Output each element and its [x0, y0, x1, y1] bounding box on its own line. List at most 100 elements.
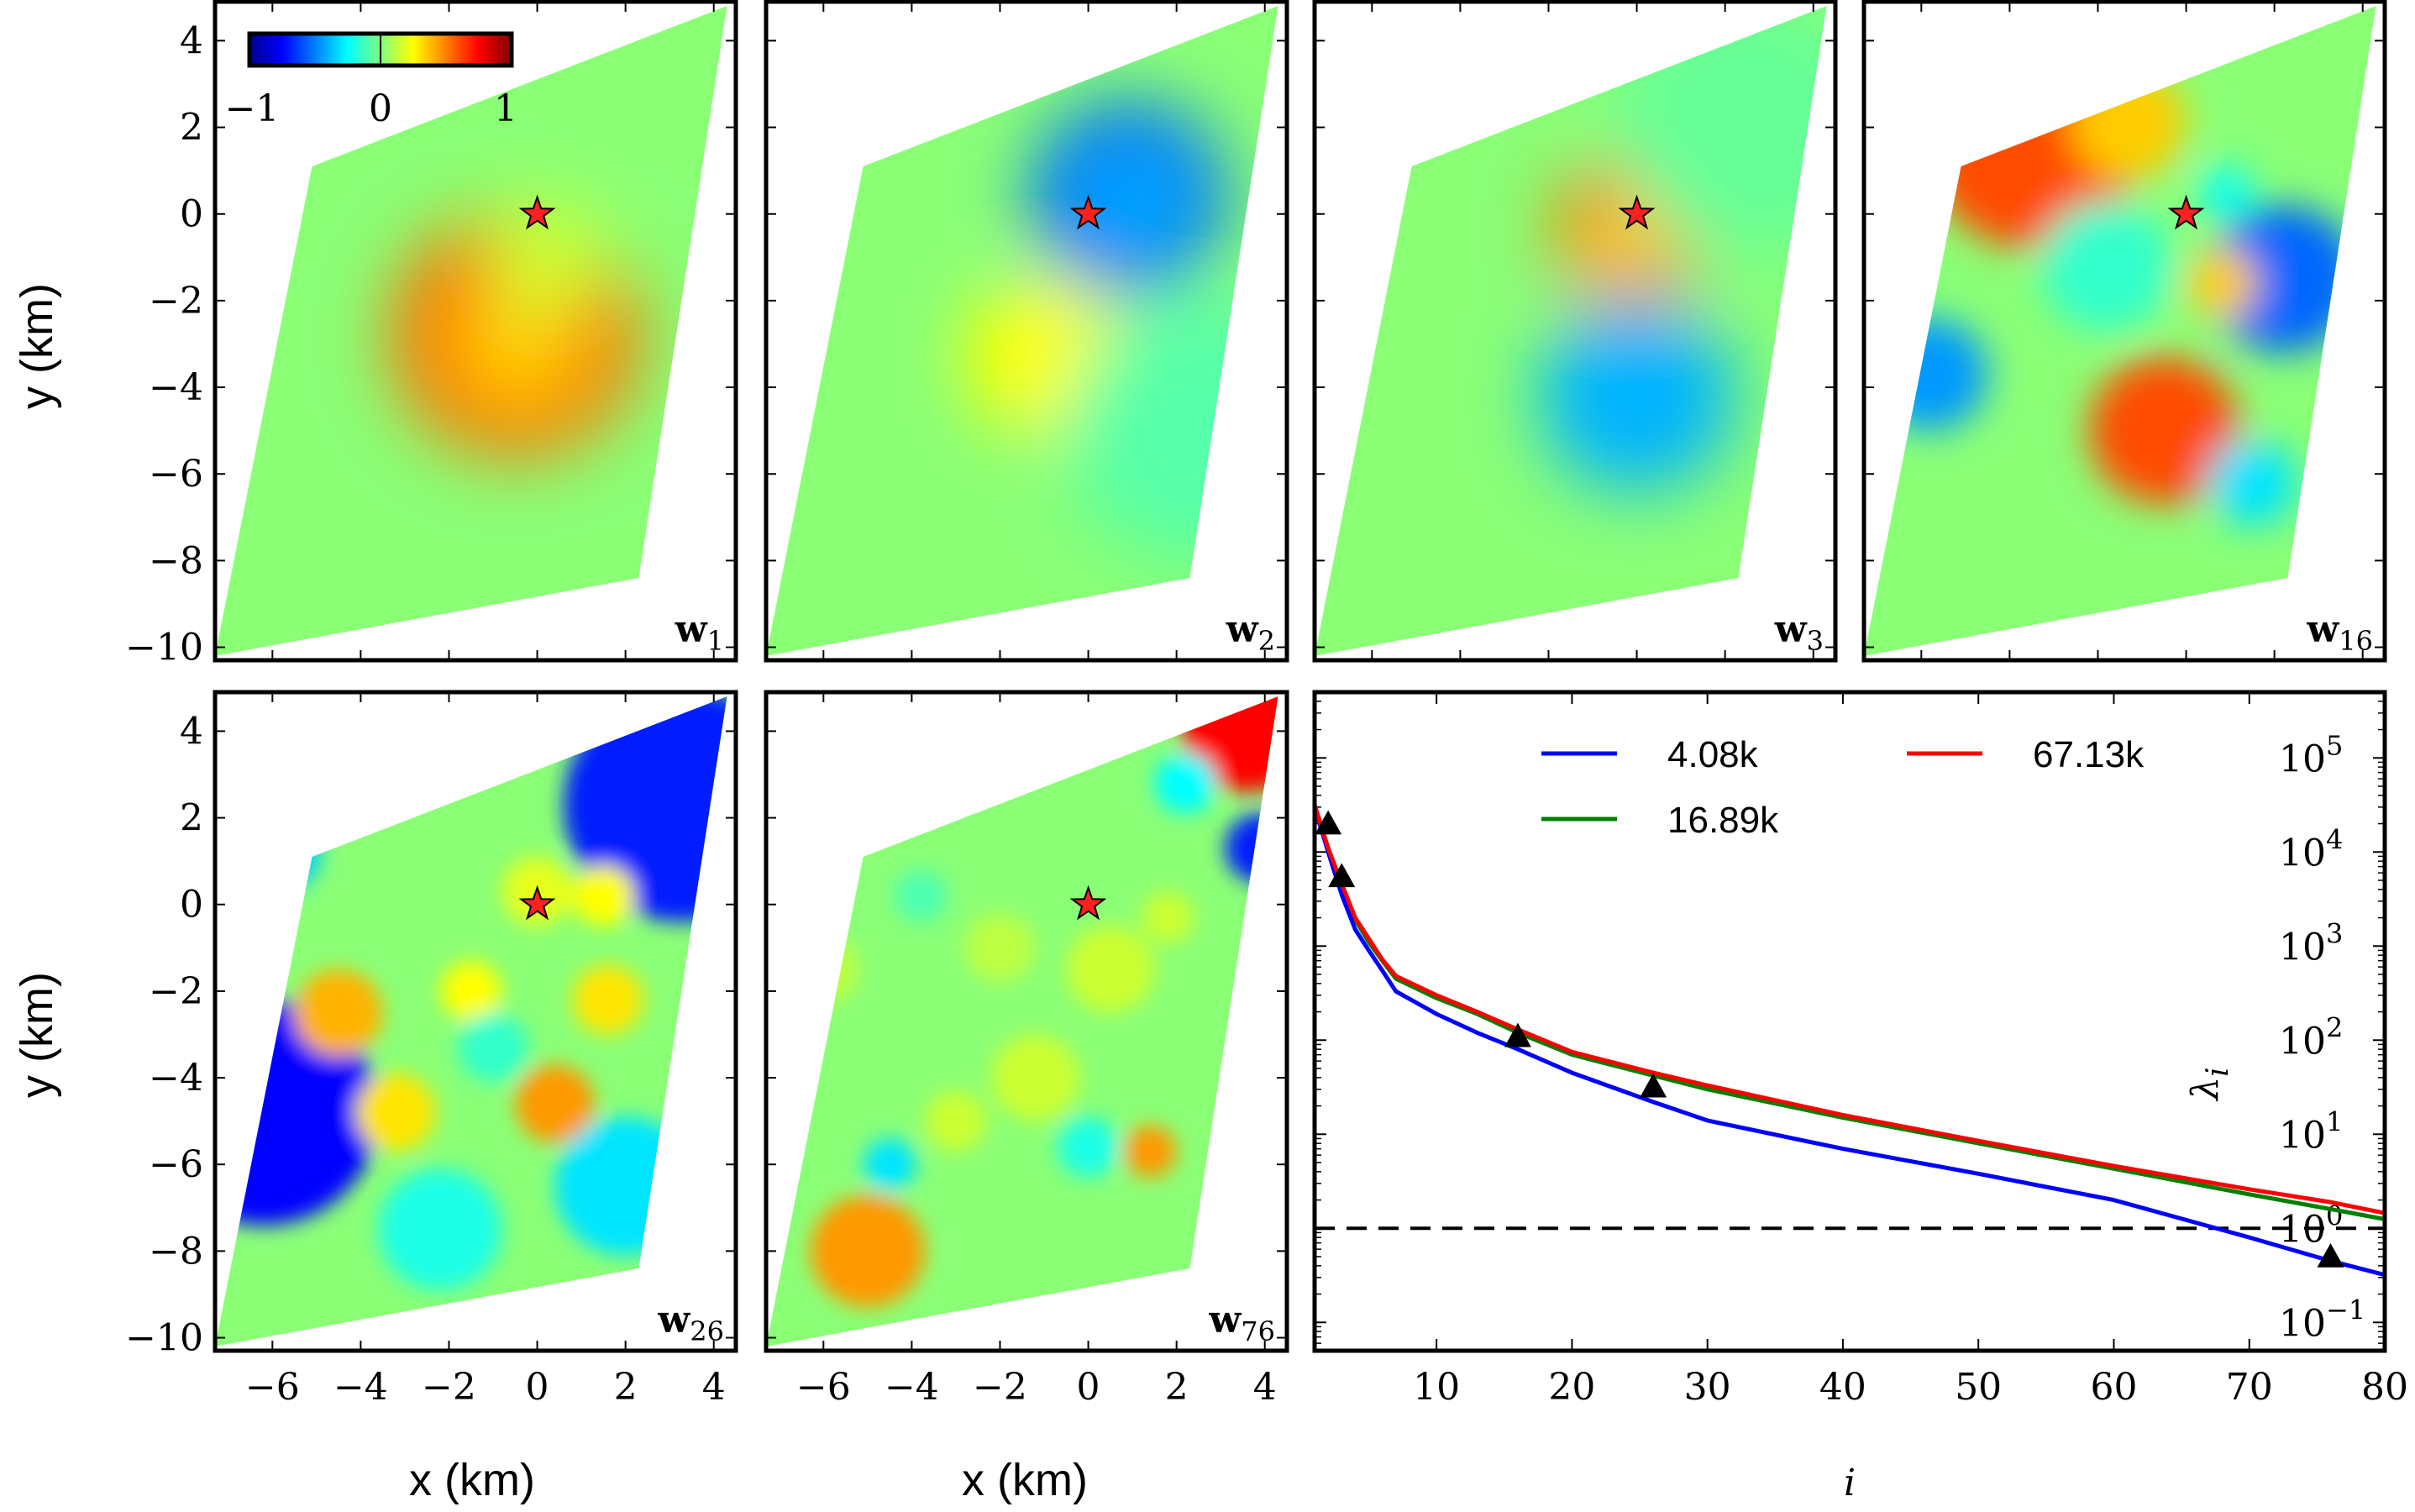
panel-label-w76: w76 — [1208, 1299, 1275, 1347]
x-tick-label: 70 — [2226, 1366, 2273, 1409]
field-anomaly — [2208, 205, 2359, 353]
panel-label-main: w — [1208, 1299, 1242, 1341]
field-anomaly — [1141, 891, 1194, 944]
field-anomaly — [2040, 201, 2173, 331]
y-tick-label: −4 — [149, 366, 203, 409]
colorbar: −1 0 1 — [225, 31, 517, 130]
field-w3 — [1315, 6, 1827, 656]
field-w76 — [766, 696, 1278, 1347]
field-anomaly — [1066, 300, 1278, 561]
field-w26 — [215, 696, 727, 1347]
y-tick-label: 4 — [180, 19, 203, 62]
y-tick-label: −10 — [125, 1317, 203, 1360]
y-tick-label: 105 — [2279, 729, 2343, 780]
x-tick-label: −6 — [796, 1366, 851, 1409]
y-tick-label: 0 — [180, 193, 203, 236]
y-tick-label: −10 — [125, 627, 203, 669]
field-anomaly — [488, 201, 604, 314]
eigen-marker — [2317, 1243, 2344, 1268]
x-tick-label: 50 — [1955, 1366, 2002, 1409]
map-panel-w2: w2 — [764, 0, 1289, 663]
y-tick-label: −4 — [149, 1057, 203, 1100]
x-tick-label: 40 — [1819, 1366, 1866, 1409]
chart-legend: 4.08k 16.89k 67.13k — [1541, 734, 2145, 841]
y-tick-label: 2 — [180, 797, 203, 840]
field-anomaly — [1123, 1125, 1177, 1178]
y-tick-label: 102 — [2279, 1011, 2343, 1063]
star-marker — [518, 885, 556, 921]
star-marker — [518, 194, 556, 230]
y-tick-label: −2 — [149, 970, 203, 1013]
field-anomaly — [863, 1138, 916, 1191]
panel-label-sub: 16 — [2339, 625, 2373, 657]
field-anomaly — [356, 1073, 436, 1152]
x-tick-label: −4 — [885, 1366, 939, 1409]
field-anomaly — [294, 969, 383, 1057]
panel-label-main: w — [2306, 608, 2339, 651]
star-marker — [1069, 194, 1107, 230]
field-anomaly — [2088, 356, 2239, 505]
field-anomaly — [572, 865, 635, 927]
field-anomaly — [894, 869, 948, 922]
panel-label-w3: w3 — [1774, 608, 1824, 657]
y-tick-label: 10−1 — [2279, 1294, 2365, 1345]
field-anomaly — [2071, 66, 2187, 180]
panel-label-main: w — [657, 1299, 690, 1341]
y-tick-label: −2 — [149, 280, 203, 323]
panel-label-sub: 26 — [690, 1315, 724, 1347]
x-tick-label: 4 — [1253, 1366, 1277, 1409]
y-tick-label: 0 — [180, 884, 203, 927]
field-anomaly — [810, 1194, 926, 1308]
field-anomaly — [554, 1116, 696, 1256]
colorbar-tick-label: 1 — [494, 87, 517, 130]
x-tick-label: 60 — [2090, 1366, 2137, 1409]
series-line-4.08k — [1315, 806, 2385, 1278]
legend-label: 67.13k — [2033, 734, 2145, 775]
field-anomaly — [1539, 300, 1735, 491]
y-axis-label-bottom: y (km) — [12, 972, 62, 1098]
map-panel-w16: w16 — [1861, 0, 2387, 663]
panel-label-w2: w2 — [1226, 608, 1275, 657]
panel-label-sub: 3 — [1807, 625, 1824, 657]
colorbar-tick-label: −1 — [225, 87, 280, 130]
chart-plot-area — [1315, 803, 2385, 1278]
panel-label-w16: w16 — [2306, 608, 2373, 657]
y-axis-label-top: y (km) — [12, 283, 62, 409]
x-tick-label: 80 — [2361, 1366, 2408, 1409]
field-anomaly — [925, 1090, 987, 1152]
panel-frame — [1861, 0, 2387, 663]
panel-label-sub: 2 — [1258, 625, 1275, 657]
legend-label: 4.08k — [1667, 734, 1759, 775]
panel-label-w1: w1 — [675, 608, 724, 657]
x-tick-label: −2 — [422, 1366, 476, 1409]
field-w16 — [1864, 6, 2376, 656]
eigen-marker — [1315, 810, 1342, 835]
y-tick-label: −8 — [149, 1230, 203, 1273]
panel-label-sub: 76 — [1241, 1315, 1275, 1347]
field-w2 — [766, 6, 1278, 656]
star-marker — [2167, 194, 2205, 230]
field-anomaly — [1057, 1116, 1120, 1178]
field-anomaly — [1614, 6, 1827, 258]
panel-label-w26: w26 — [657, 1299, 724, 1347]
field-anomaly — [788, 934, 859, 1005]
x-tick-label: −6 — [245, 1366, 300, 1409]
panel-label-main: w — [1774, 608, 1808, 651]
star-marker — [1069, 885, 1107, 921]
map-panel-w3: w3 — [1312, 0, 1838, 663]
panel-label-sub: 1 — [707, 625, 724, 657]
x-tick-label: 0 — [526, 1366, 549, 1409]
panel-frame — [764, 690, 1289, 1353]
y-tick-label: 101 — [2279, 1105, 2343, 1157]
x-tick-label: 0 — [1077, 1366, 1100, 1409]
y-tick-label: −6 — [149, 1143, 203, 1186]
panel-frame — [764, 0, 1289, 663]
panel-frame — [1312, 0, 1838, 663]
field-anomaly — [964, 913, 1036, 983]
panel-label-main: w — [675, 608, 708, 651]
map-panels: 420−2−4−6−8−10 w1 w2 w3 w16420−2−4−6−8−10−6−… — [125, 0, 2387, 1409]
